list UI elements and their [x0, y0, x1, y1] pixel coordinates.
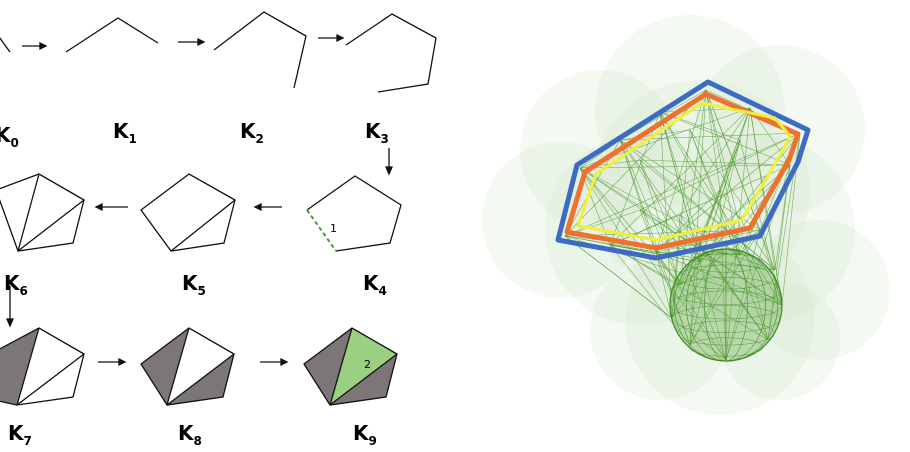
- k4-closing-edge: [306, 209, 337, 252]
- inner-loop: [576, 101, 792, 242]
- arrow-k0-k1: [22, 41, 48, 51]
- stage-label-k0: K0: [0, 123, 19, 150]
- complex-k7: [0, 327, 85, 406]
- outer-loop: [555, 79, 811, 261]
- complex-k9: [303, 327, 398, 406]
- mesh-panel: [482, 15, 890, 415]
- arrow-k1-k2: [178, 37, 206, 47]
- arrow-k8-k9: [260, 357, 289, 367]
- arrow-k6-k7: [6, 286, 14, 328]
- edge-number-label: 1: [330, 222, 337, 235]
- stage-label-k4: K4: [363, 271, 387, 298]
- stage-label-k5: K5: [182, 271, 206, 298]
- complex-k1: [65, 17, 159, 53]
- arrow-k3-k4: [385, 148, 393, 176]
- k6-diagonal-2: [17, 199, 85, 252]
- arrow-k4-k5: [253, 202, 282, 212]
- complex-k2: [213, 11, 307, 89]
- filtration-panel: [0, 11, 437, 406]
- triangle-number-label: 2: [364, 358, 371, 371]
- stage-label-k2: K2: [240, 119, 264, 146]
- k6-diagonal-1: [17, 173, 40, 252]
- arrow-k7-k8: [98, 357, 127, 367]
- mesh-sphere: [669, 248, 783, 362]
- point-halos: [482, 15, 890, 415]
- complex-k6: [0, 173, 85, 252]
- complex-k5: [140, 173, 236, 252]
- complex-k3: [345, 13, 437, 93]
- k5-diagonal: [170, 199, 236, 252]
- arrow-k5-k6: [94, 202, 128, 212]
- stage-label-k1: K1: [113, 119, 137, 146]
- stage-label-k6: K6: [4, 271, 28, 298]
- complex-k0: [0, 37, 11, 53]
- complex-k4: [306, 175, 402, 252]
- complex-k8: [140, 327, 235, 406]
- stage-label-k7: K7: [8, 421, 32, 448]
- stage-label-k3: K3: [365, 119, 389, 146]
- middle-loop: [564, 91, 801, 251]
- stage-label-k8: K8: [178, 421, 202, 448]
- arrow-k2-k3: [318, 33, 345, 43]
- stage-label-k9: K9: [353, 421, 377, 448]
